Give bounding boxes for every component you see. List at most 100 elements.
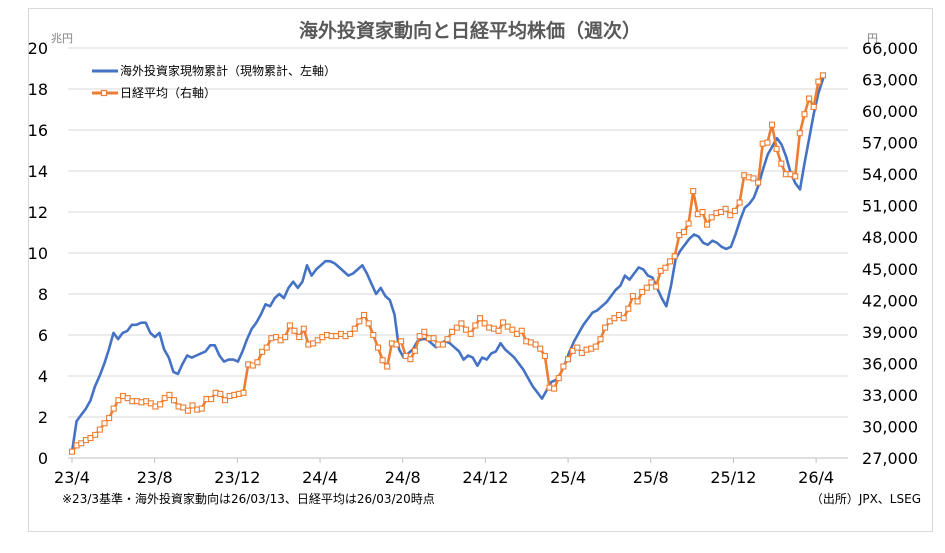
x-tick-label: 25/12 [710, 468, 756, 487]
nikkei-point [657, 267, 664, 274]
nikkei-point [685, 220, 692, 227]
legend-label-foreign-investors: 海外投資家現物累計（現物累計、左軸） [120, 63, 336, 78]
nikkei-point [430, 335, 437, 342]
nikkei-point [300, 325, 307, 332]
right-tick-label: 51,000 [862, 197, 918, 216]
nikkei-point [161, 395, 168, 402]
nikkei-point [680, 228, 687, 236]
nikkei-point [361, 311, 368, 319]
left-tick-label: 6 [38, 326, 48, 345]
right-tick-label: 63,000 [862, 71, 918, 90]
nikkei-point [356, 318, 363, 325]
nikkei-point [666, 258, 674, 265]
nikkei-point [736, 199, 743, 206]
nikkei-point [249, 362, 256, 369]
right-tick-label: 30,000 [862, 417, 918, 436]
nikkei-point [314, 337, 321, 344]
nikkei-point [402, 352, 409, 360]
nikkei-point [727, 212, 734, 219]
nikkei-point [78, 440, 85, 447]
right-tick-label: 42,000 [862, 291, 918, 310]
plot-area [68, 72, 827, 455]
nikkei-point [263, 344, 270, 351]
nikkei-point [773, 145, 780, 152]
nikkei-point [351, 325, 358, 332]
nikkei-point [472, 322, 479, 329]
nikkei-point [370, 331, 377, 339]
left-tick-label: 14 [28, 162, 48, 181]
nikkei-point [208, 396, 215, 403]
nikkei-point [96, 426, 103, 433]
nikkei-point [421, 328, 428, 335]
nikkei-point [602, 324, 609, 331]
nikkei-point [384, 363, 391, 370]
x-tick-label: 25/4 [550, 468, 586, 487]
nikkei-point [750, 175, 757, 182]
nikkei-point [778, 160, 785, 167]
nikkei-point [768, 121, 776, 128]
x-tick-label: 24/12 [462, 468, 508, 487]
nikkei-point [110, 405, 117, 412]
nikkei-point [755, 179, 762, 186]
nikkei-point [157, 401, 164, 408]
nikkei-point [180, 404, 187, 411]
nikkei-point [101, 420, 108, 427]
left-tick-label: 10 [28, 244, 48, 263]
nikkei-point [291, 327, 298, 334]
nikkei-point [453, 324, 460, 331]
nikkei-point [564, 356, 572, 363]
nikkei-point [374, 344, 382, 351]
nikkei-point [704, 221, 711, 228]
right-tick-label: 27,000 [862, 449, 918, 468]
nikkei-point [272, 334, 280, 341]
x-tick-label: 26/4 [798, 468, 834, 487]
nikkei-point [810, 103, 817, 110]
nikkei-point [467, 330, 474, 337]
nikkei-point [653, 283, 660, 290]
nikkei-point [282, 334, 289, 341]
nikkei-point [819, 72, 827, 79]
nikkei-point [634, 298, 641, 305]
nikkei-point [379, 357, 386, 364]
nikkei-point [115, 397, 122, 404]
left-tick-label: 8 [38, 285, 48, 304]
nikkei-point [551, 385, 558, 392]
nikkei-point [500, 319, 507, 326]
nikkei-point [629, 293, 636, 300]
nikkei-point [643, 284, 650, 291]
left-tick-label: 18 [28, 80, 48, 99]
nikkei-point [124, 395, 131, 402]
left-axis: 0 2 4 6 8 10 12 14 16 18 20 [28, 39, 48, 468]
nikkei-point [639, 288, 646, 295]
right-tick-label: 66,000 [862, 39, 918, 58]
nikkei-point [495, 327, 502, 334]
nikkei-point [449, 328, 456, 335]
nikkei-point [87, 434, 94, 442]
nikkei-point [106, 415, 113, 422]
footnote: ※23/3基準・海外投資家動向は26/03/13、日経平均は26/03/20時点 [62, 491, 435, 506]
nikkei-point [296, 334, 303, 341]
nikkei-point [764, 139, 771, 146]
x-axis: 23/4 23/8 23/12 24/4 24/8 24/12 25/4 25/8 25/12 2… [54, 457, 848, 487]
legend-label-nikkei: 日経平均（右軸） [120, 85, 216, 100]
nikkei-point [555, 375, 562, 382]
nikkei-point [458, 320, 465, 327]
nikkei-point [259, 348, 266, 355]
nikkei-point [310, 340, 317, 347]
nikkei-point [801, 111, 808, 118]
nikkei-point [615, 311, 623, 319]
left-tick-label: 4 [38, 367, 48, 386]
nikkei-point [198, 405, 205, 412]
nikkei-point [699, 208, 706, 216]
chart-title: 海外投資家動向と日経平均株価（週次） [299, 19, 641, 42]
x-tick-label: 23/12 [214, 468, 260, 487]
nikkei-point [393, 341, 400, 348]
nikkei-point [416, 333, 423, 340]
nikkei-point [662, 264, 669, 271]
nikkei-point [254, 359, 261, 366]
nikkei-point [560, 363, 567, 370]
right-tick-label: 54,000 [862, 165, 918, 184]
nikkei-point [444, 336, 451, 343]
